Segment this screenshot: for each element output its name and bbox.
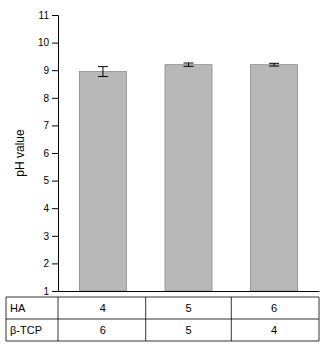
y-tick-label: 2 — [43, 258, 49, 269]
x-axis-line — [59, 291, 320, 292]
y-tick-mark — [52, 181, 58, 182]
y-tick-mark — [52, 236, 58, 237]
y-tick-mark — [52, 263, 58, 264]
y-tick: 8 — [43, 93, 58, 104]
table-row-label: β-TCP — [10, 324, 42, 336]
table-rule — [6, 297, 319, 298]
y-tick: 7 — [43, 120, 58, 131]
y-tick: 9 — [43, 65, 58, 76]
y-axis: 1 2 3 4 5 6 7 8 9 10 11 — [38, 10, 59, 297]
table-cell: 4 — [100, 302, 106, 314]
y-axis-line — [52, 16, 59, 292]
table-cell: 5 — [185, 302, 191, 314]
y-tick: 5 — [43, 175, 58, 186]
y-tick: 4 — [43, 203, 58, 214]
y-tick-label: 8 — [43, 93, 49, 104]
y-axis-title: pH value — [13, 129, 27, 177]
y-tick-mark — [52, 125, 58, 126]
table-row-label: HA — [10, 302, 26, 314]
y-tick-label: 5 — [43, 175, 49, 186]
y-tick: 10 — [38, 37, 58, 48]
y-tick-mark — [52, 70, 58, 71]
x-axis — [59, 291, 320, 293]
table-rule — [231, 297, 232, 341]
table-rule — [145, 297, 146, 341]
table-cell: 4 — [271, 324, 277, 336]
table-rule — [6, 297, 7, 341]
y-tick-label: 4 — [43, 203, 49, 214]
error-cap — [269, 63, 279, 64]
error-cap — [98, 66, 108, 67]
table-rule — [58, 297, 59, 341]
bars — [79, 63, 297, 291]
y-tick-mark — [52, 43, 58, 44]
error-cap — [269, 66, 279, 67]
y-tick-label: 1 — [43, 286, 49, 297]
y-tick-label: 6 — [43, 148, 49, 159]
error-bar — [269, 63, 279, 66]
y-tick: 3 — [43, 231, 58, 242]
y-tick: 1 — [43, 286, 58, 297]
y-tick-mark — [52, 153, 58, 154]
bar — [79, 72, 126, 291]
chart: 1 2 3 4 5 6 7 8 9 10 11 pH value HA 4 5 6 β-TCP 6 5 4 — [0, 0, 331, 353]
table-rule — [319, 297, 320, 341]
y-tick-label: 7 — [43, 120, 49, 131]
table-rule — [6, 319, 319, 320]
y-tick-label: 10 — [38, 37, 50, 48]
error-bar — [184, 63, 194, 66]
table-cell: 6 — [271, 302, 277, 314]
y-tick: 2 — [43, 258, 58, 269]
y-tick-mark — [52, 208, 58, 209]
error-line — [102, 67, 103, 77]
y-tick-label: 3 — [43, 231, 49, 242]
error-cap — [184, 63, 194, 64]
error-bar — [98, 67, 108, 77]
y-tick-mark — [52, 291, 58, 292]
table-rule — [6, 341, 319, 342]
bar — [165, 65, 212, 291]
y-tick-label: 11 — [39, 10, 50, 21]
error-cap — [98, 76, 108, 77]
table-cell: 6 — [100, 324, 106, 336]
y-tick-mark — [52, 98, 58, 99]
error-cap — [184, 66, 194, 67]
plot: 1 2 3 4 5 6 7 8 9 10 11 pH value HA 4 5 6 β-TCP 6 5 4 — [6, 10, 320, 341]
y-tick: 6 — [43, 148, 58, 159]
y-tick: 11 — [39, 10, 58, 21]
table: HA 4 5 6 β-TCP 6 5 4 — [6, 297, 319, 341]
y-tick-label: 9 — [43, 65, 49, 76]
bar — [251, 65, 298, 291]
table-cell: 5 — [185, 324, 191, 336]
y-tick-mark — [52, 15, 58, 16]
